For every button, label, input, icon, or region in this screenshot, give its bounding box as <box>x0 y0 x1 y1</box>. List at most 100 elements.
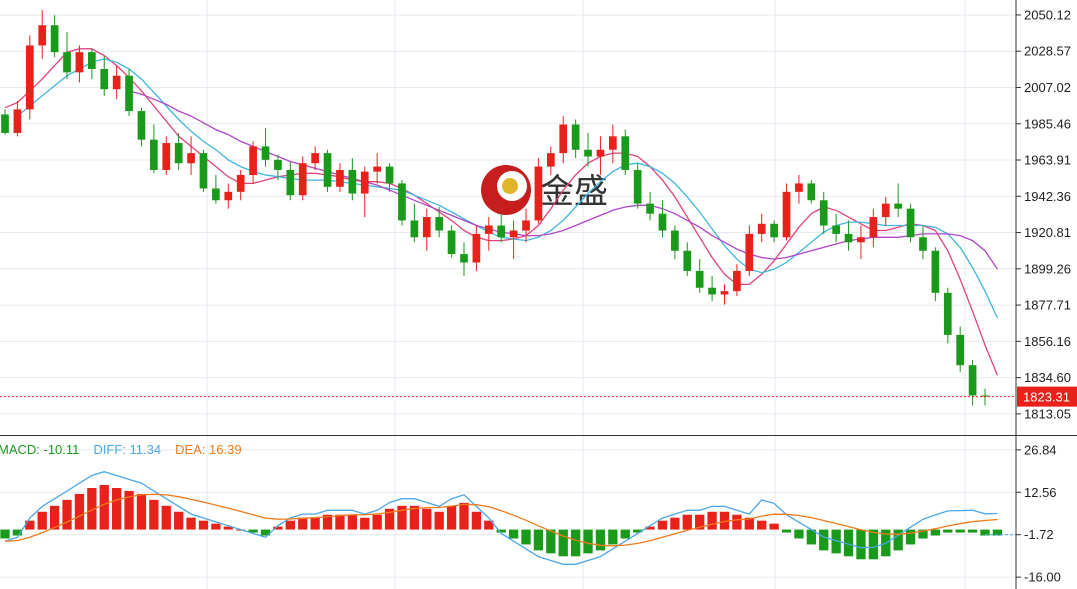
macd-bar <box>918 529 928 539</box>
candle-body <box>720 291 729 295</box>
candle-body <box>658 213 667 231</box>
macd-bar <box>37 511 47 530</box>
candle <box>497 213 506 243</box>
candle <box>360 166 369 218</box>
candle <box>100 55 109 96</box>
y-tick-label: 26.84 <box>1024 442 1057 457</box>
candle-body <box>695 270 704 288</box>
candle-body <box>894 203 903 209</box>
candle-body <box>646 203 654 214</box>
macd-bar <box>12 529 23 536</box>
candle-body <box>683 250 692 271</box>
macd-bar <box>25 520 35 530</box>
candle-body <box>398 183 406 221</box>
candle <box>621 129 630 176</box>
candle-body <box>956 334 965 366</box>
candle-body <box>534 166 543 221</box>
candle-body <box>757 223 766 234</box>
macd-bar <box>174 511 184 530</box>
candle <box>25 35 34 120</box>
macd-bar <box>74 493 85 530</box>
candle <box>956 326 965 372</box>
candle-body <box>497 225 506 238</box>
macd-bar <box>384 508 395 530</box>
y-tick-label: 1856.16 <box>1024 334 1071 349</box>
macd-bar <box>322 514 333 530</box>
candle <box>919 225 927 260</box>
candle <box>733 264 741 297</box>
candle <box>708 275 716 302</box>
macd-bar <box>422 508 432 530</box>
macd-bar <box>595 529 606 551</box>
candle <box>1 109 9 135</box>
candle-body <box>410 220 419 238</box>
macd-bar <box>111 487 122 530</box>
macd-lines <box>4 471 1016 565</box>
candle <box>981 388 989 406</box>
macd-bar <box>719 511 730 530</box>
candle-body <box>274 159 282 170</box>
macd-bar <box>273 526 283 530</box>
candle-body <box>795 183 803 192</box>
macd-bar <box>980 529 990 536</box>
macd-bar <box>943 529 953 533</box>
candles <box>1 10 989 406</box>
macd-bar <box>645 526 655 530</box>
macd-bar <box>657 520 668 530</box>
candle-body <box>919 237 927 251</box>
candle-body <box>150 139 158 170</box>
candle <box>398 180 406 226</box>
candle <box>373 153 381 184</box>
candle-body <box>671 230 679 251</box>
candle-body <box>199 153 208 189</box>
candle-body <box>596 149 605 157</box>
candle-body <box>187 153 195 164</box>
candle <box>422 208 431 251</box>
candle <box>435 206 444 238</box>
macd-bar <box>856 529 866 560</box>
candle-body <box>832 225 840 234</box>
candle <box>150 124 158 174</box>
candle <box>770 220 778 243</box>
y-tick-label: 1920.81 <box>1024 225 1071 240</box>
candle <box>125 68 133 117</box>
candle-body <box>931 250 940 293</box>
candle <box>249 141 257 184</box>
candle <box>534 158 543 224</box>
candle-body <box>286 169 295 196</box>
candle-body <box>25 45 34 110</box>
candle-body <box>1 114 9 133</box>
candle <box>385 163 394 192</box>
y-tick-label: -1.72 <box>1024 527 1054 542</box>
macd-bar <box>732 514 742 530</box>
y-tick-label: 1942.36 <box>1024 189 1071 204</box>
candle <box>646 191 654 221</box>
candle <box>819 191 828 234</box>
legend-item: DEA: 16.39 <box>175 442 242 457</box>
ma-line <box>128 90 998 270</box>
macd-bar <box>608 529 618 545</box>
candle-body <box>782 191 791 238</box>
candle <box>274 154 282 181</box>
candle <box>522 208 530 243</box>
candle-body <box>63 52 71 73</box>
macd-bar <box>781 529 792 533</box>
macd-bar <box>360 517 370 530</box>
candle-body <box>87 52 96 69</box>
candle <box>943 287 952 344</box>
macd-bar <box>806 529 816 545</box>
macd-bar <box>769 523 779 530</box>
macd-bar <box>620 529 630 539</box>
candle <box>546 146 555 176</box>
candle <box>224 183 233 209</box>
macd-bar <box>149 499 159 530</box>
macd-bars <box>0 485 1003 560</box>
candle-body <box>708 287 716 295</box>
candle <box>199 149 208 192</box>
macd-bar <box>744 517 754 530</box>
macd-bar <box>496 529 506 533</box>
grid <box>0 0 1016 589</box>
candle <box>931 247 940 302</box>
candle-body <box>745 233 754 271</box>
